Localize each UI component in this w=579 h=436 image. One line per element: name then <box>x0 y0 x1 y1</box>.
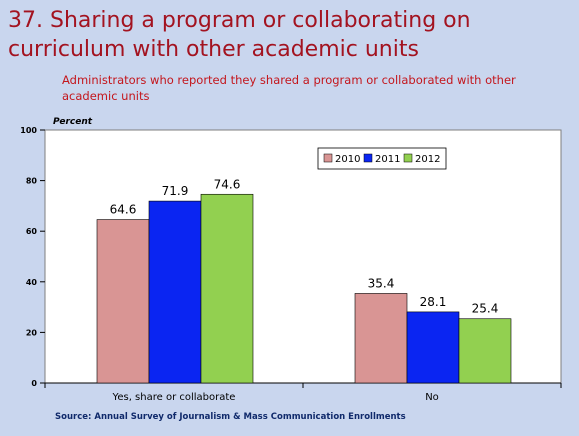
y-axis-label: Percent <box>53 117 93 127</box>
data-label-2010: 35.4 <box>368 276 395 290</box>
legend-label-2010: 2010 <box>335 154 360 165</box>
page-title: 37. Sharing a program or collaborating o… <box>8 8 471 62</box>
bar-2010 <box>354 293 408 384</box>
data-label-2012: 25.4 <box>472 302 499 316</box>
x-category-label: Yes, share or collaborate <box>112 392 236 403</box>
bar-2010 <box>96 219 150 384</box>
data-label-2010: 64.6 <box>110 203 137 217</box>
data-label-2012: 74.6 <box>214 177 241 191</box>
legend-label-2012: 2012 <box>415 154 440 165</box>
data-label-2011: 71.9 <box>162 184 189 198</box>
y-tick-label: 0 <box>31 379 37 388</box>
legend-swatch-2011 <box>363 153 373 163</box>
source-note: Source: Annual Survey of Journalism & Ma… <box>55 412 406 422</box>
legend-box <box>317 147 447 170</box>
bar-2011 <box>148 200 202 384</box>
legend-swatch-2012 <box>403 153 413 163</box>
legend-label-2011: 2011 <box>375 154 400 165</box>
y-tick-label: 40 <box>26 278 38 287</box>
bar-2012 <box>458 318 512 384</box>
x-category-label: No <box>425 392 439 403</box>
chart-subtitle: Administrators who reported they shared … <box>62 73 516 103</box>
y-tick-label: 100 <box>20 126 37 135</box>
y-tick-label: 20 <box>26 328 38 337</box>
y-tick-label: 80 <box>26 177 38 186</box>
bar-2011 <box>406 311 460 384</box>
legend-swatch-2010 <box>323 153 333 163</box>
bar-2012 <box>200 193 254 384</box>
y-tick-label: 60 <box>26 227 38 236</box>
data-label-2011: 28.1 <box>420 295 447 309</box>
